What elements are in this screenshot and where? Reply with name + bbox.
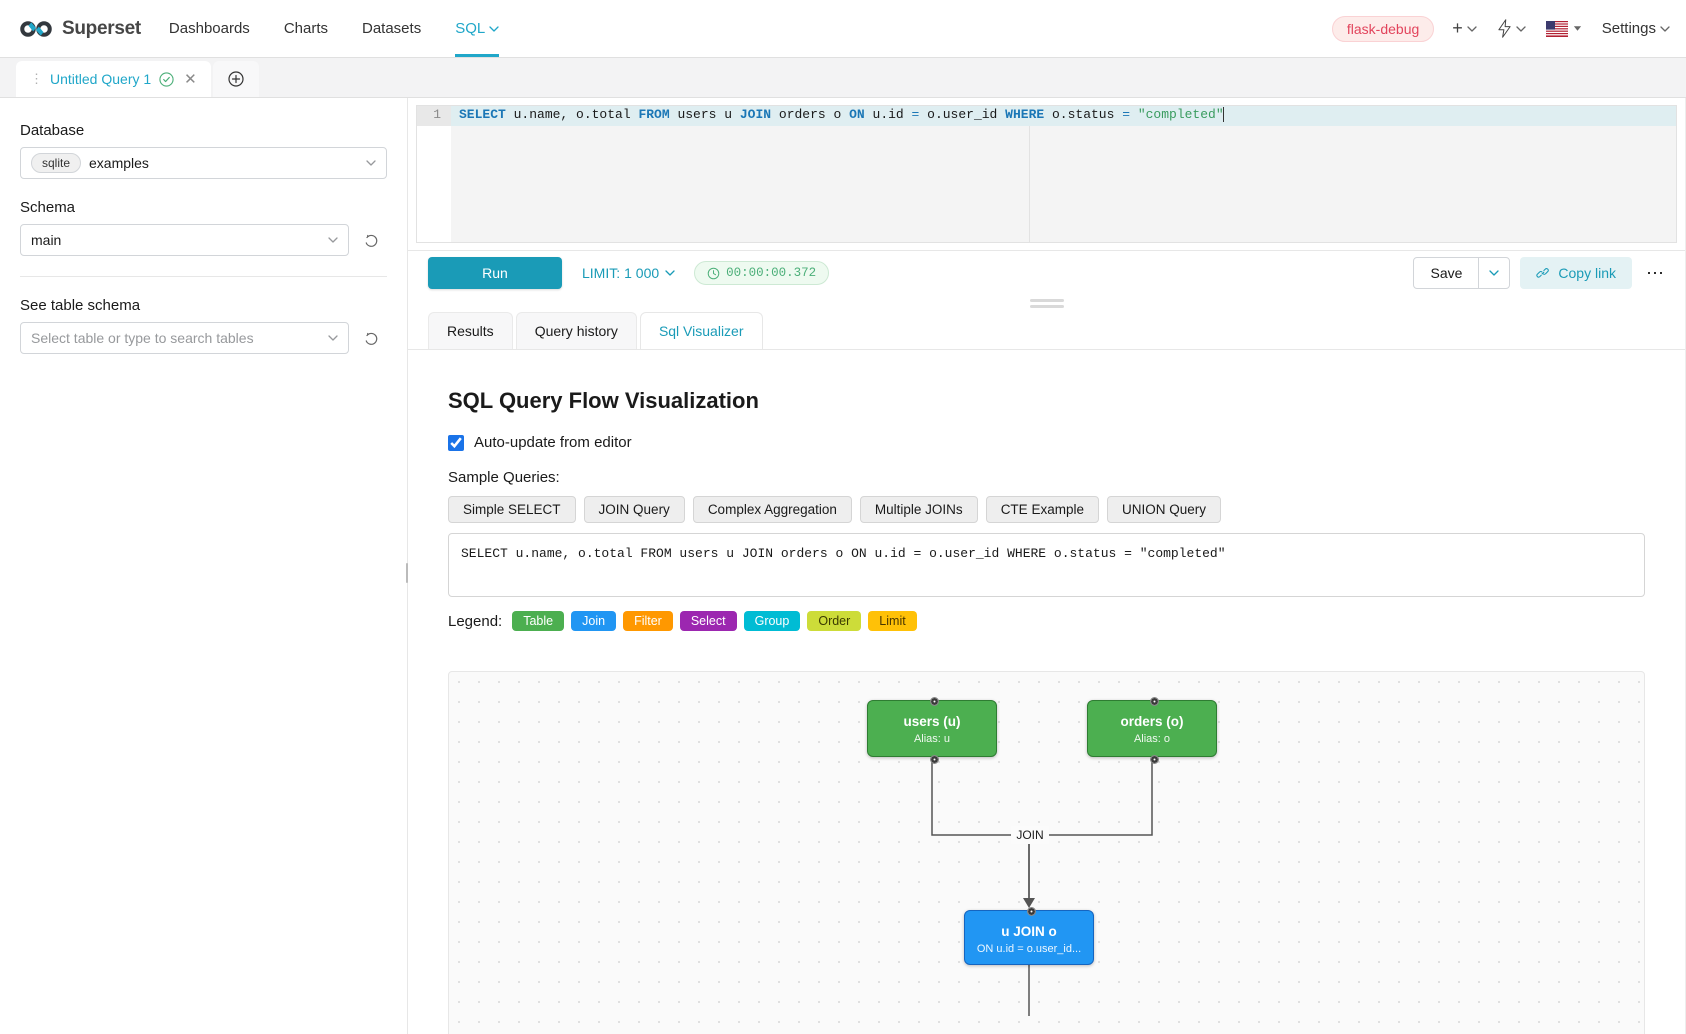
- svg-text:JOIN: JOIN: [1016, 828, 1043, 842]
